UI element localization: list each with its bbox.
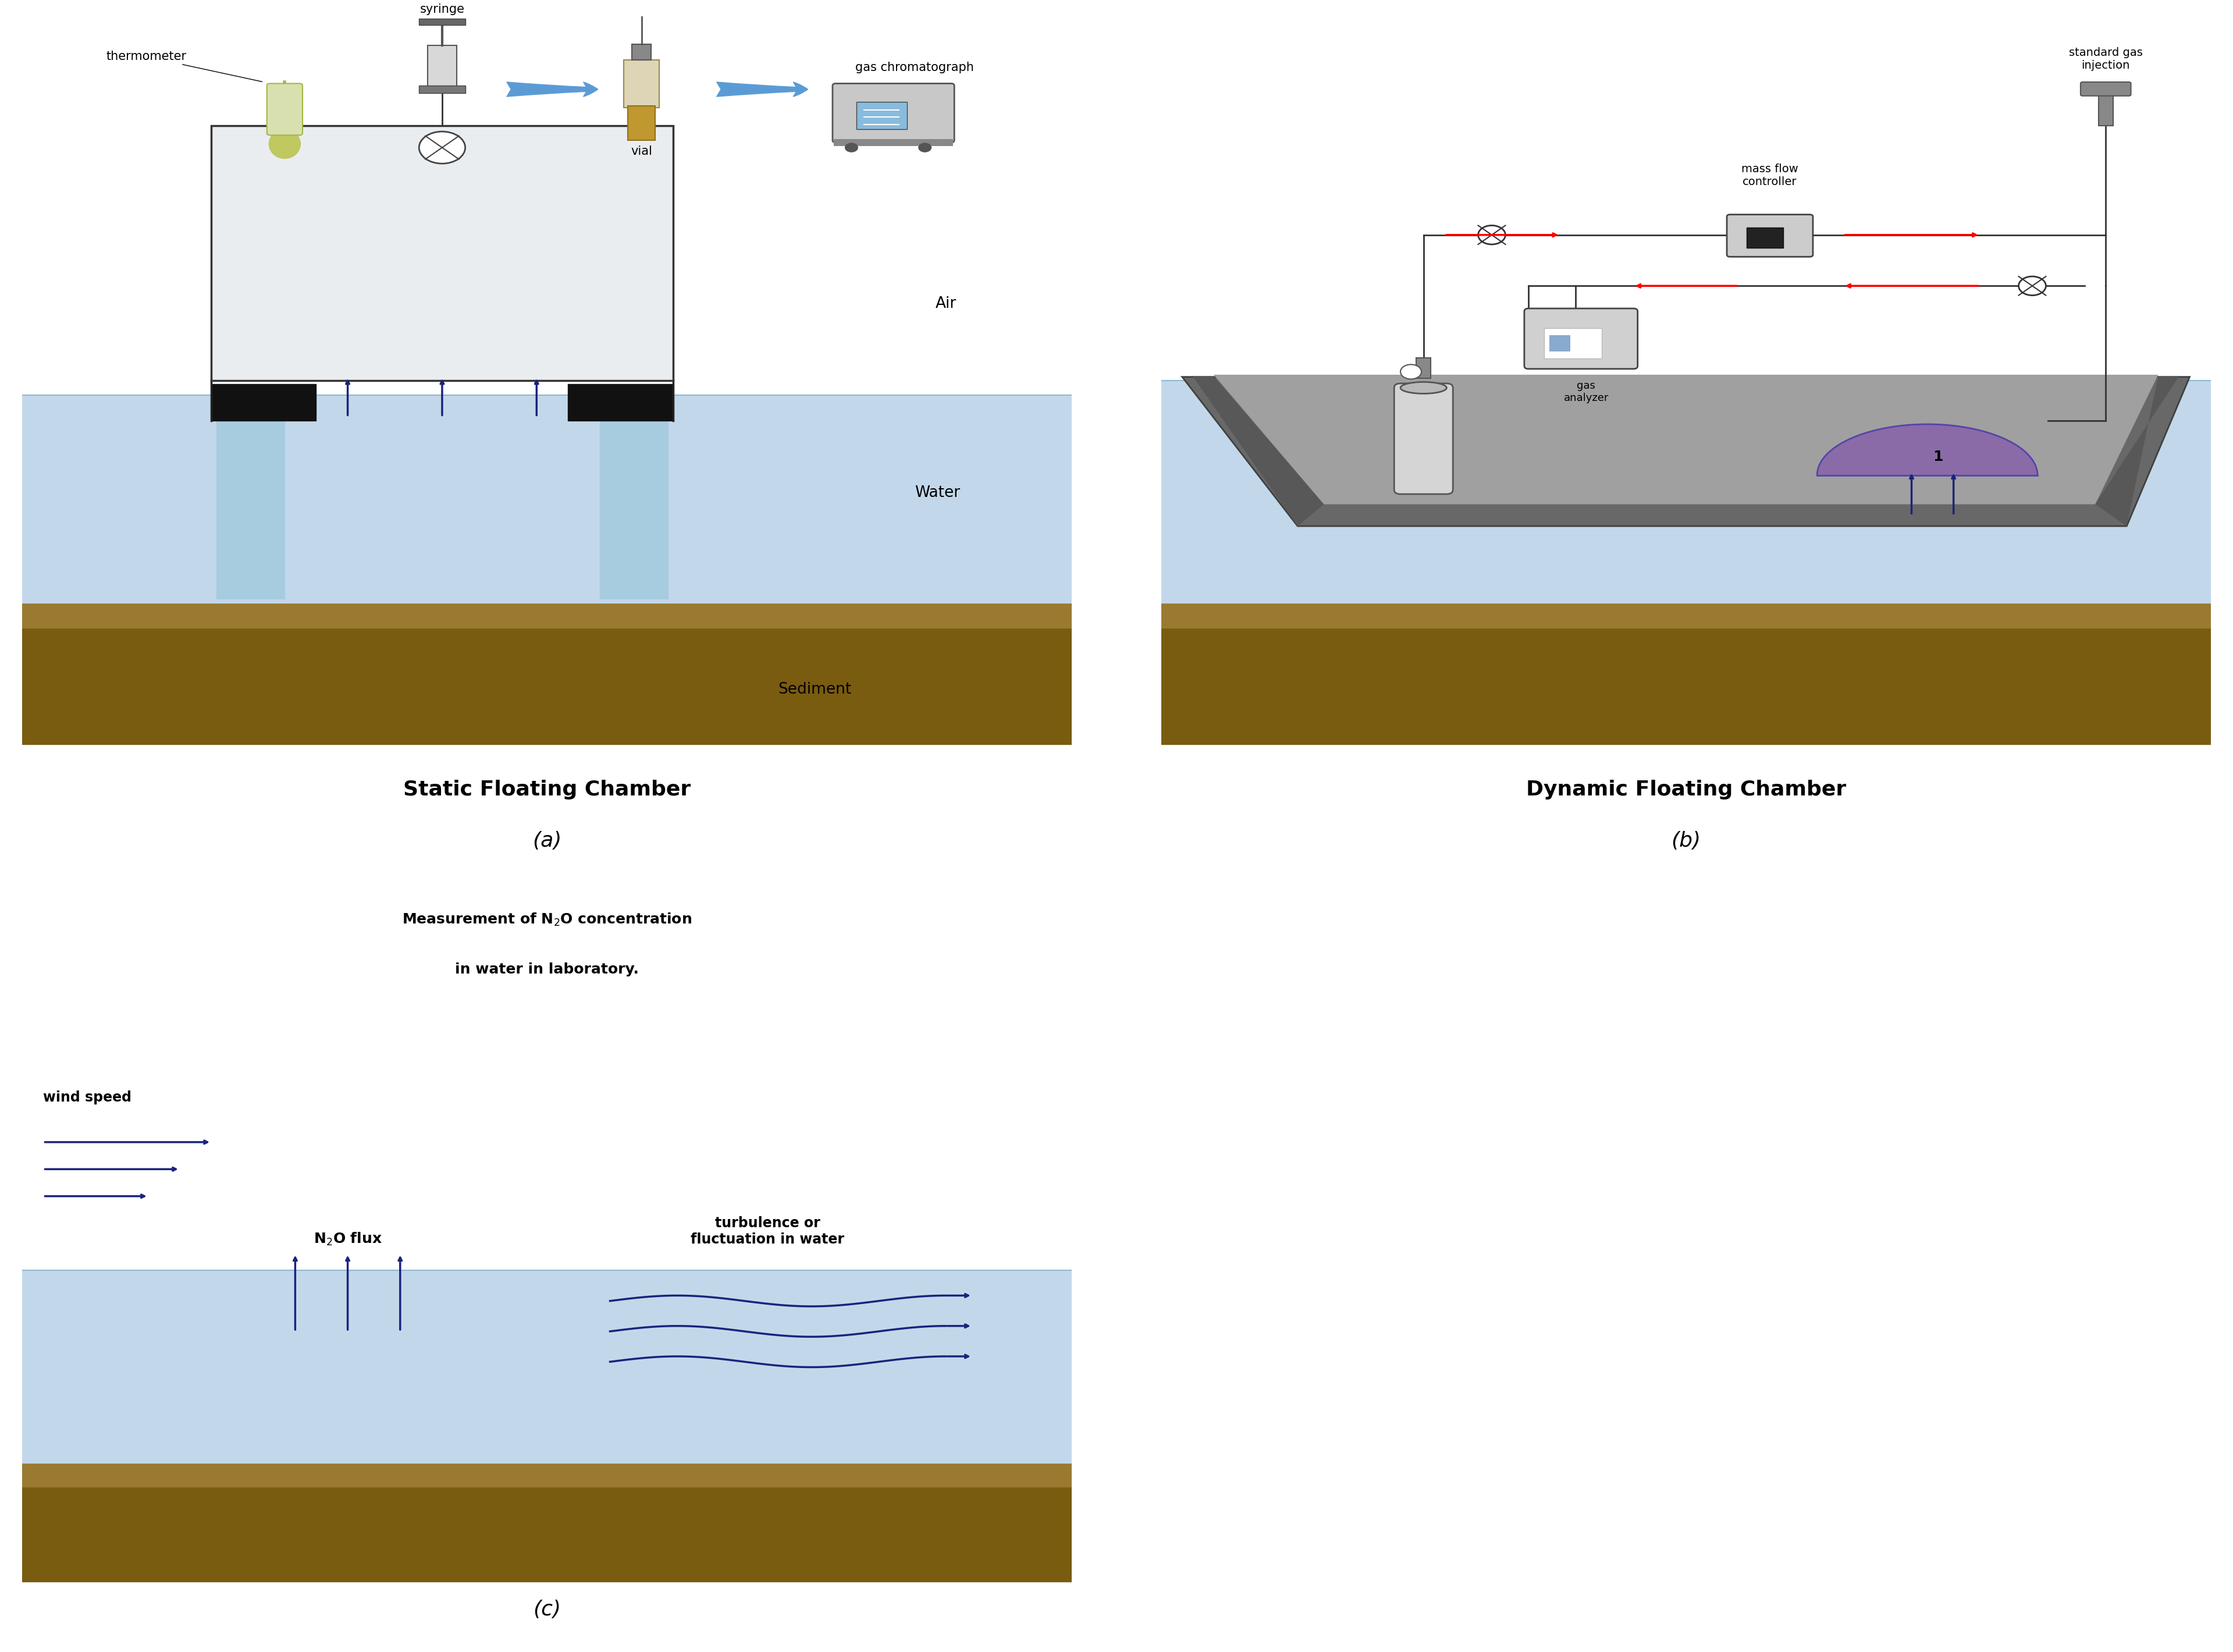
Text: (b): (b) — [1670, 831, 1702, 851]
Text: syringe: syringe — [420, 3, 464, 15]
Bar — [2099, 93, 2112, 126]
Text: 1: 1 — [1934, 449, 1943, 464]
FancyBboxPatch shape — [1393, 383, 1454, 494]
FancyBboxPatch shape — [1525, 309, 1637, 368]
Bar — [623, 59, 659, 107]
Text: thermometer: thermometer — [107, 51, 261, 81]
Bar — [420, 86, 464, 93]
Circle shape — [420, 132, 464, 164]
FancyBboxPatch shape — [268, 84, 301, 135]
Bar — [22, 1464, 1072, 1487]
Bar — [1550, 335, 1570, 352]
Polygon shape — [1192, 377, 1324, 525]
Circle shape — [918, 144, 931, 152]
Text: turbulence or
fluctuation in water: turbulence or fluctuation in water — [690, 1216, 844, 1246]
Ellipse shape — [1400, 382, 1447, 393]
Circle shape — [1400, 365, 1422, 378]
Bar — [212, 385, 317, 421]
Text: in water in laboratory.: in water in laboratory. — [456, 961, 639, 976]
Circle shape — [2019, 276, 2045, 296]
Polygon shape — [1818, 425, 2036, 476]
Text: vial: vial — [630, 145, 652, 157]
Bar — [833, 139, 953, 145]
Bar — [22, 1487, 1072, 1581]
Bar — [1746, 228, 1784, 248]
Text: standard gas
injection: standard gas injection — [2068, 48, 2144, 71]
Bar — [22, 603, 1072, 628]
FancyBboxPatch shape — [2081, 83, 2130, 96]
Bar — [567, 385, 672, 421]
Text: (c): (c) — [534, 1599, 560, 1619]
Bar — [1161, 380, 2211, 603]
Bar — [22, 1270, 1072, 1464]
Bar — [1416, 358, 1431, 378]
Bar — [22, 628, 1072, 745]
Text: Air: Air — [936, 296, 956, 311]
Bar — [427, 46, 458, 89]
Text: Static Floating Chamber: Static Floating Chamber — [404, 780, 690, 800]
Polygon shape — [2095, 377, 2179, 525]
Circle shape — [1478, 225, 1505, 244]
Bar — [857, 102, 907, 129]
Bar — [217, 413, 286, 600]
Text: wind speed: wind speed — [42, 1090, 132, 1105]
Text: Water: Water — [916, 486, 960, 501]
Bar — [1161, 628, 2211, 745]
Bar — [1161, 603, 2211, 628]
Text: (a): (a) — [531, 831, 563, 851]
Text: Sediment: Sediment — [777, 682, 851, 697]
FancyBboxPatch shape — [833, 84, 953, 142]
Bar — [632, 45, 652, 59]
Circle shape — [844, 144, 857, 152]
Text: Dynamic Floating Chamber: Dynamic Floating Chamber — [1525, 780, 1847, 800]
Text: gas chromatograph: gas chromatograph — [855, 61, 974, 73]
Text: Measurement of N$_2$O concentration: Measurement of N$_2$O concentration — [402, 912, 692, 927]
Bar — [598, 413, 668, 600]
Text: N$_2$O flux: N$_2$O flux — [313, 1231, 382, 1247]
Text: mass flow
controller: mass flow controller — [1742, 164, 1798, 188]
Bar — [22, 395, 1072, 603]
Polygon shape — [1181, 377, 2191, 525]
Bar — [420, 18, 464, 25]
Bar — [212, 126, 672, 380]
FancyBboxPatch shape — [1726, 215, 1813, 256]
Text: gas
analyzer: gas analyzer — [1563, 380, 1608, 403]
Bar — [630, 0, 652, 13]
Bar — [627, 106, 654, 140]
Polygon shape — [1215, 375, 2157, 504]
Bar — [1545, 329, 1601, 358]
Ellipse shape — [268, 129, 301, 159]
